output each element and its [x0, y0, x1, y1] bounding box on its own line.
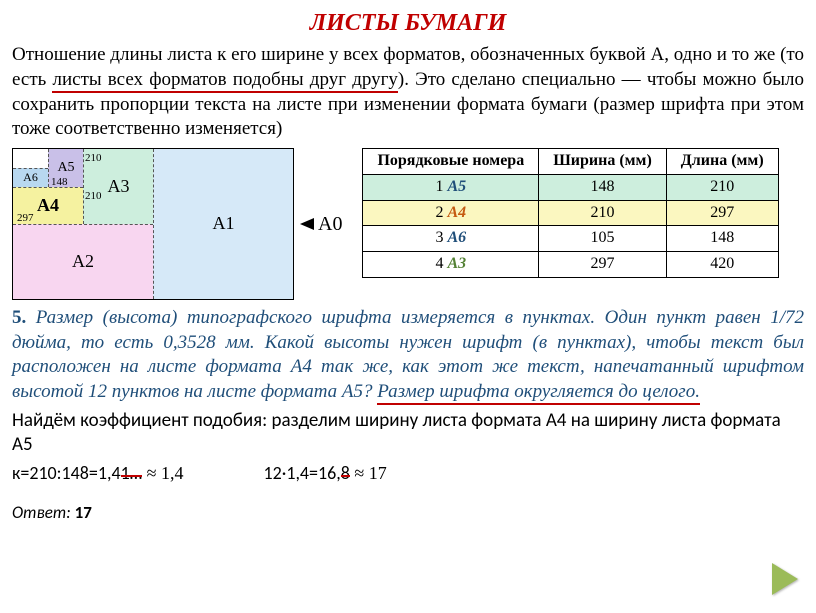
region-a6: А6 [13, 168, 48, 187]
next-slide-button[interactable] [772, 563, 798, 595]
cell-width: 210 [539, 200, 667, 226]
paper-diagram: А1 А2 А3 А4 А5 А6 210 210 148 297 А0 [12, 148, 342, 300]
cell-length: 297 [666, 200, 778, 226]
dim-148: 148 [51, 175, 68, 189]
page-title: ЛИСТЫ БУМАГИ [12, 8, 804, 39]
dim-297: 297 [17, 211, 34, 225]
calc-line: к=210:148=1,41… ≈ 1,4 12·1,4=16,8 ≈ 17 [12, 462, 804, 485]
calc-1a: к=210:148=1,4 [12, 462, 121, 484]
solution-text: Найдём коэффициент подобия: разделим шир… [12, 409, 804, 458]
table-row: 2 А4210297 [363, 200, 778, 226]
problem-number: 5. [12, 307, 26, 328]
cell-width: 148 [539, 174, 667, 200]
cell-num: 2 А4 [363, 200, 539, 226]
cell-width: 105 [539, 226, 667, 252]
problem-underlined: Размер шрифта округляется до целого. [377, 381, 700, 405]
th-num: Порядковые номера [363, 148, 539, 174]
a0-label: А0 [300, 211, 342, 237]
th-length: Длина (мм) [666, 148, 778, 174]
cell-width: 297 [539, 252, 667, 278]
answer-label: Ответ: [12, 502, 71, 523]
problem-text: 5. Размер (высота) типографского шрифта … [12, 306, 804, 405]
dim-210-top: 210 [85, 151, 102, 165]
calc-2: 12·1,4=16,8 ≈ 17 [264, 462, 387, 485]
cell-length: 420 [666, 252, 778, 278]
table-row: 4 А3297420 [363, 252, 778, 278]
region-a1: А1 [153, 149, 293, 299]
cell-length: 148 [666, 226, 778, 252]
arrow-left-icon [300, 218, 314, 230]
calc-1-approx: ≈ 1,4 [142, 463, 183, 483]
a0-text: А0 [318, 211, 342, 237]
intro-paragraph: Отношение длины листа к его ширине у все… [12, 43, 804, 142]
calc-1: к=210:148=1,41… ≈ 1,4 [12, 462, 184, 485]
answer: Ответ: 17 [12, 502, 804, 524]
region-a2: А2 [13, 224, 153, 299]
table-row: 1 А5148210 [363, 174, 778, 200]
calc-1-strike: 1… [121, 462, 143, 484]
cell-num: 3 А6 [363, 226, 539, 252]
sizes-table: Порядковые номера Ширина (мм) Длина (мм)… [362, 148, 778, 278]
calc-2-strike: 8 [341, 462, 350, 484]
cell-num: 1 А5 [363, 174, 539, 200]
cell-num: 4 А3 [363, 252, 539, 278]
calc-2a: 12·1,4=16, [264, 462, 341, 484]
table-row: 3 А6105148 [363, 226, 778, 252]
intro-underlined: листы всех форматов подобны друг другу [52, 69, 397, 93]
cell-length: 210 [666, 174, 778, 200]
dim-210-mid: 210 [85, 189, 102, 203]
th-width: Ширина (мм) [539, 148, 667, 174]
calc-2-approx: ≈ 17 [350, 463, 387, 483]
answer-value: 17 [71, 502, 92, 523]
